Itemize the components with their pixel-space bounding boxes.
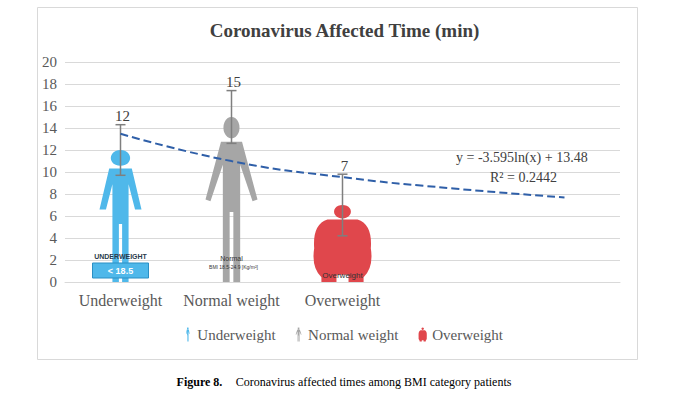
svg-text:15: 15 <box>226 74 241 90</box>
svg-text:2: 2 <box>50 252 58 268</box>
svg-text:Normal weight: Normal weight <box>183 292 280 310</box>
svg-text:0: 0 <box>50 274 58 290</box>
svg-text:Coronavirus Affected Time (min: Coronavirus Affected Time (min) <box>210 20 480 42</box>
svg-text:Underweight: Underweight <box>79 292 163 310</box>
svg-text:UNDERWEIGHT: UNDERWEIGHT <box>94 253 147 260</box>
svg-text:8: 8 <box>50 186 58 202</box>
svg-text:20: 20 <box>42 54 57 70</box>
svg-text:12: 12 <box>115 108 130 124</box>
svg-text:Overweight: Overweight <box>322 271 363 280</box>
svg-text:7: 7 <box>341 158 349 174</box>
svg-text:Figure 8.: Figure 8. <box>177 375 223 389</box>
svg-text:BMI 18.5-24.9 [Kg/m²]: BMI 18.5-24.9 [Kg/m²] <box>209 264 259 270</box>
svg-text:6: 6 <box>50 208 58 224</box>
svg-text:14: 14 <box>42 120 58 136</box>
svg-text:Coronavirus affected times amo: Coronavirus affected times among BMI cat… <box>236 375 512 389</box>
svg-text:y = -3.595ln(x) + 13.48: y = -3.595ln(x) + 13.48 <box>456 150 588 166</box>
svg-text:Overweight: Overweight <box>305 292 381 310</box>
svg-text:Overweight: Overweight <box>432 327 504 343</box>
svg-text:< 18.5: < 18.5 <box>108 266 133 276</box>
svg-text:4: 4 <box>50 230 58 246</box>
svg-text:10: 10 <box>42 164 57 180</box>
svg-text:12: 12 <box>42 142 57 158</box>
svg-text:18: 18 <box>42 76 57 92</box>
svg-text:Underweight: Underweight <box>197 327 276 343</box>
svg-text:16: 16 <box>42 98 58 114</box>
svg-text:R² = 0.2442: R² = 0.2442 <box>490 170 557 185</box>
svg-text:Normal: Normal <box>220 255 243 262</box>
svg-text:Normal weight: Normal weight <box>308 327 399 343</box>
